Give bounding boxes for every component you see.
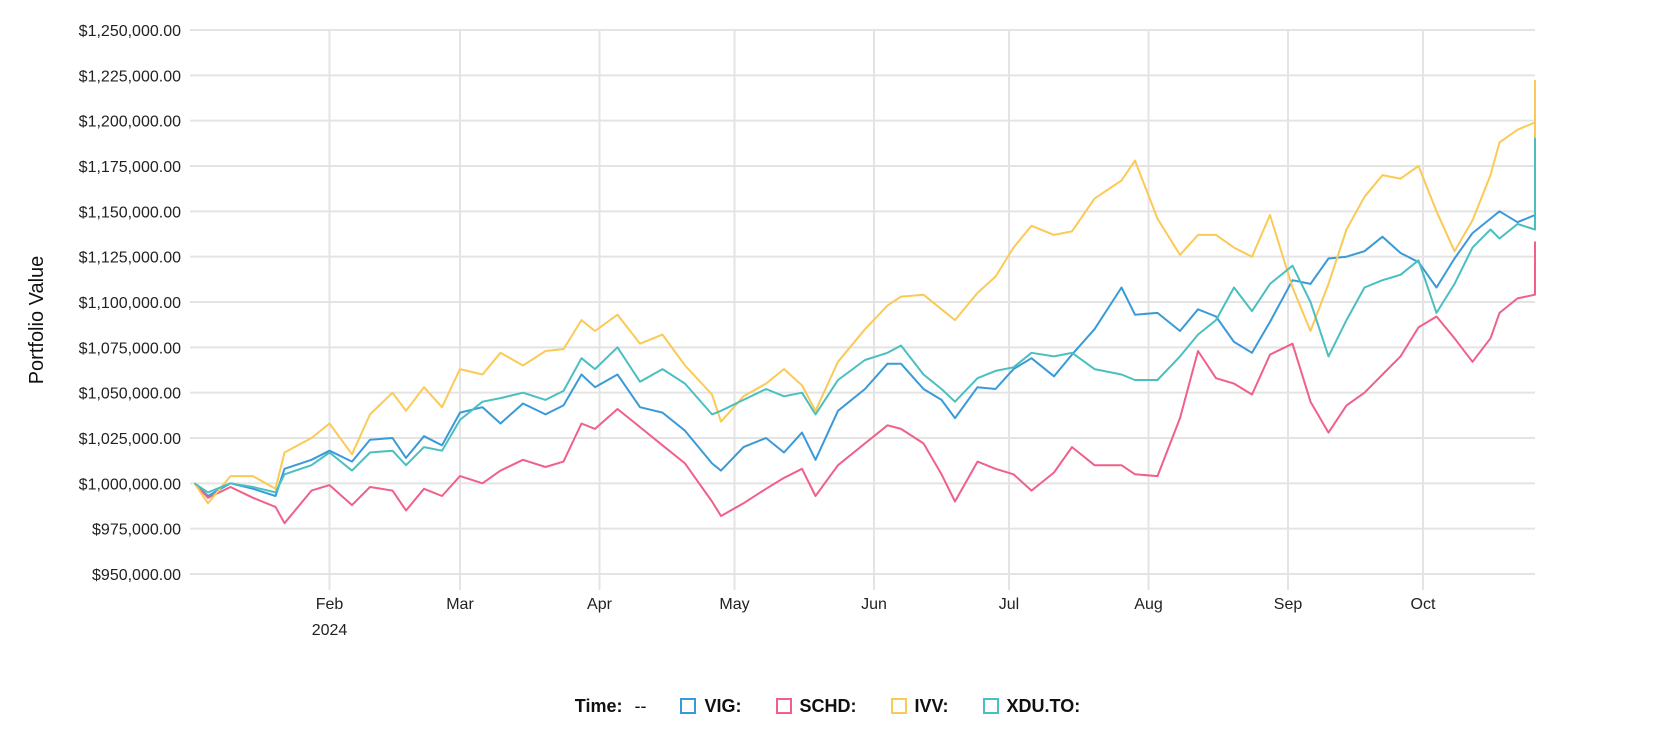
- series-line-xduto: [193, 137, 1536, 494]
- series-line-vig: [193, 163, 1536, 497]
- legend-time-label: Time:: [574, 695, 623, 716]
- legend-item-ivv[interactable]: IVV:: [890, 695, 949, 717]
- x-tick-label: Apr: [587, 596, 613, 613]
- series-line-ivv: [193, 79, 1536, 505]
- x-axis-ticks: Feb 2024 Mar Apr May Jun Jul Aug Sep Oct: [312, 596, 1436, 639]
- portfolio-chart: $950,000.00 $975,000.00 $1,000,000.00 $1,02…: [26, 23, 1536, 639]
- x-tick-label: Aug: [1134, 596, 1162, 613]
- x-tick-label: May: [719, 596, 749, 613]
- legend-label-ivv: IVV:: [914, 695, 949, 716]
- legend-label-xdu: XDU.TO:: [1006, 695, 1081, 716]
- series-line-schd: [193, 241, 1536, 525]
- y-tick-label: $1,175,000.00: [79, 159, 181, 176]
- legend: Time: -- VIG: SCHD: IVV: XDU.TO:: [0, 690, 1655, 722]
- y-axis-ticks: $950,000.00 $975,000.00 $1,000,000.00 $1,02…: [79, 23, 181, 584]
- y-tick-label: $1,100,000.00: [79, 295, 181, 312]
- legend-swatch-ivv: [890, 698, 907, 714]
- legend-item-schd[interactable]: SCHD:: [775, 695, 857, 717]
- y-tick-label: $1,000,000.00: [79, 476, 181, 493]
- x-tick-label: Jul: [999, 596, 1019, 613]
- legend-time-value: --: [634, 695, 647, 716]
- x-tick-label: Feb: [316, 596, 344, 613]
- legend-swatch-vig: [680, 698, 697, 714]
- y-tick-label: $1,050,000.00: [79, 386, 181, 403]
- y-tick-label: $1,075,000.00: [79, 340, 181, 357]
- legend-swatch-schd: [775, 698, 792, 714]
- y-tick-label: $950,000.00: [92, 567, 181, 584]
- y-tick-label: $1,150,000.00: [79, 204, 181, 221]
- y-tick-label: $1,025,000.00: [79, 431, 181, 448]
- x-tick-label: Oct: [1411, 596, 1436, 613]
- y-tick-label: $1,200,000.00: [79, 114, 181, 131]
- legend-label-schd: SCHD:: [799, 695, 857, 716]
- legend-label-vig: VIG:: [704, 695, 742, 716]
- legend-item-xdu[interactable]: XDU.TO:: [982, 695, 1081, 717]
- x-tick-year-label: 2024: [312, 622, 348, 639]
- y-tick-label: $1,225,000.00: [79, 68, 181, 85]
- series-layer: [193, 79, 1536, 525]
- y-axis-label: Portfolio Value: [26, 256, 48, 385]
- legend-swatch-xdu: [982, 698, 999, 714]
- y-tick-label: $975,000.00: [92, 522, 181, 539]
- x-tick-label: Mar: [446, 596, 474, 613]
- grid-layer: [190, 29, 1535, 590]
- y-tick-label: $1,250,000.00: [79, 23, 181, 40]
- x-tick-label: Sep: [1274, 596, 1303, 613]
- legend-time: Time: --: [575, 696, 647, 717]
- x-tick-label: Jun: [861, 596, 887, 613]
- legend-item-vig[interactable]: VIG:: [680, 695, 742, 717]
- y-tick-label: $1,125,000.00: [79, 250, 181, 267]
